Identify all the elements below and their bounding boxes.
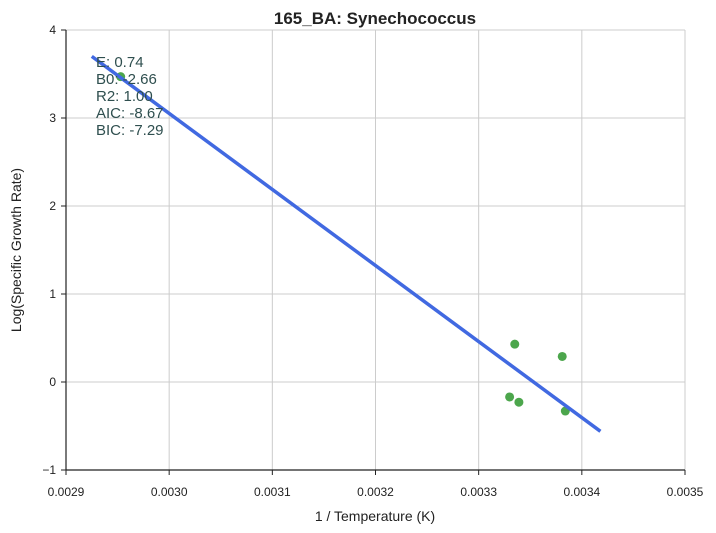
y-tick-label: 0 — [49, 375, 56, 389]
y-tick-label: 2 — [49, 199, 56, 213]
x-tick-label: 0.0031 — [254, 485, 291, 499]
x-tick-label: 0.0032 — [357, 485, 394, 499]
data-point — [514, 397, 524, 407]
x-tick-label: 0.0035 — [667, 485, 704, 499]
fit-annotation-line: R2: 1.00 — [96, 88, 153, 105]
y-tick-label: 3 — [49, 111, 56, 125]
x-axis-label: 1 / Temperature (K) — [315, 508, 435, 524]
y-axis-label: Log(Specific Growth Rate) — [8, 168, 24, 332]
x-tick-label: 0.0029 — [48, 485, 85, 499]
y-tick-label: 1 — [49, 287, 56, 301]
x-tick-label: 0.0033 — [460, 485, 497, 499]
data-point — [557, 351, 567, 361]
fit-annotation-line: B0: -2.66 — [96, 71, 157, 88]
y-tick-label: 4 — [49, 23, 56, 37]
x-tick-label: 0.0030 — [151, 485, 188, 499]
x-tick-label: 0.0034 — [563, 485, 600, 499]
data-point — [505, 392, 515, 402]
fit-line — [90, 54, 602, 433]
fit-annotation-line: BIC: -7.29 — [96, 122, 164, 139]
chart-title: 165_BA: Synechococcus — [274, 9, 476, 28]
fit-line-group — [90, 54, 602, 433]
grid — [65, 29, 686, 471]
data-point — [510, 339, 520, 349]
x-ticks: 0.0029 0.0030 0.0031 0.0032 0.0033 0.0034 0.00… — [48, 470, 704, 499]
fit-annotation-line: AIC: -8.67 — [96, 105, 164, 122]
y-ticks: −1 0 1 2 3 4 — [42, 23, 66, 477]
y-tick-label: −1 — [42, 463, 56, 477]
fit-annotation-line: E: 0.74 — [96, 54, 144, 71]
